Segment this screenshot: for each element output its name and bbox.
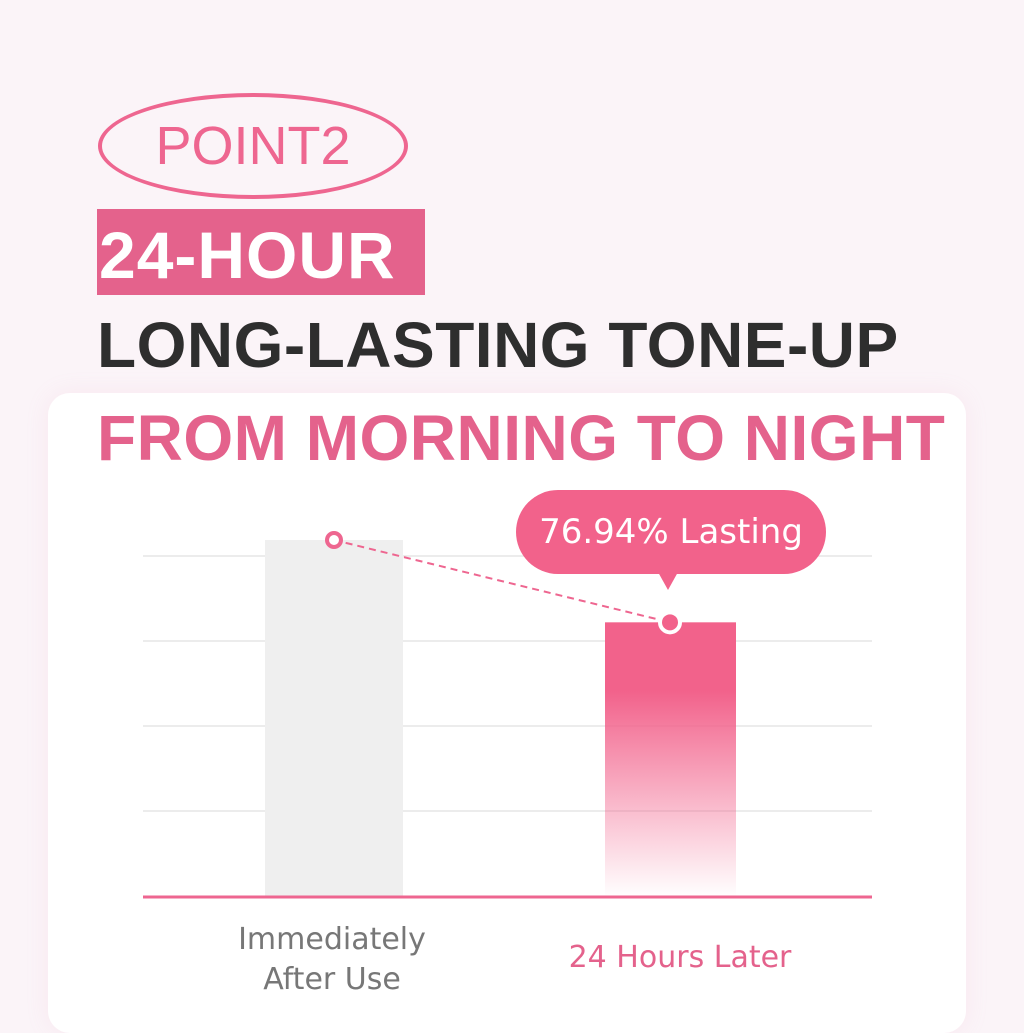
x-label-line: After Use: [263, 962, 401, 997]
chart-card: [48, 393, 966, 1033]
point-badge: POINT2: [98, 93, 408, 199]
x-label-line: 24 Hours Later: [568, 940, 792, 975]
bar-2: [605, 622, 736, 897]
point-marker: [325, 531, 343, 549]
x-label-24h: 24 Hours Later: [540, 938, 820, 978]
connector-line: [333, 539, 671, 624]
bar-1: [265, 540, 403, 897]
point-marker: [658, 610, 682, 635]
x-label-immediately: Immediately After Use: [212, 920, 452, 1000]
headline-highlight: 24-HOUR: [97, 209, 425, 295]
x-label-line: Immediately: [238, 922, 426, 957]
headline-line2: LONG-LASTING TONE-UP: [97, 309, 899, 381]
annotation-callout: 76.94% Lasting: [516, 490, 826, 590]
headline-line3: FROM MORNING TO NIGHT: [97, 402, 946, 474]
